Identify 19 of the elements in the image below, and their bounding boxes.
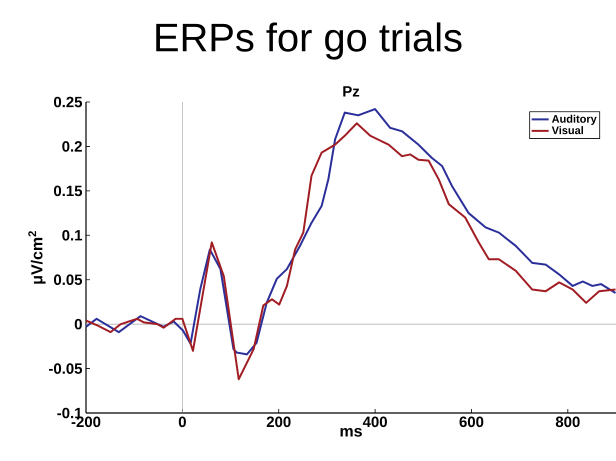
x-tick-label: -200	[72, 416, 100, 428]
chart-subtitle: Pz	[343, 86, 360, 96]
y-tick-label: 0	[74, 318, 82, 330]
legend-label: Auditory	[552, 114, 597, 125]
y-tick-label: 0.25	[54, 96, 82, 108]
x-tick-label: 200	[266, 416, 291, 428]
x-tick-label: 0	[178, 416, 186, 428]
y-tick-label: 0.2	[62, 141, 82, 152]
x-tick-label: 400	[362, 416, 387, 428]
y-axis-title: μV/cm$^{2}$	[28, 231, 46, 284]
y-tick-label: 0.1	[62, 230, 82, 241]
y-tick-label: 0.15	[54, 186, 82, 196]
y-tick-label: -0.05	[48, 363, 82, 374]
legend-label: Visual	[552, 126, 583, 134]
x-axis-title: ms	[340, 428, 362, 437]
x-tick-label: 800	[556, 416, 580, 428]
chart-title: ERPs for go trials	[156, 22, 462, 60]
y-tick-label: 0.05	[54, 274, 82, 285]
x-tick-label: 600	[460, 416, 484, 428]
